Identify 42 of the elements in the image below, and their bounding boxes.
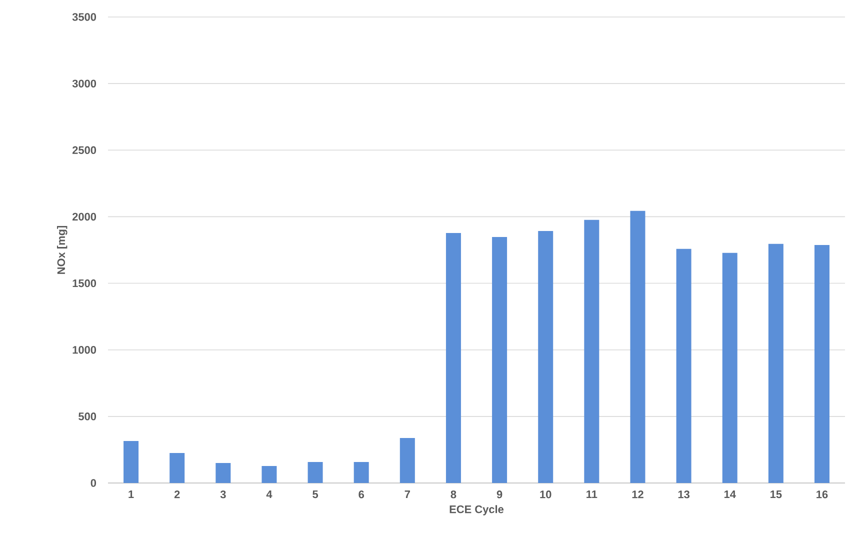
bar xyxy=(262,466,277,483)
x-tick-label: 14 xyxy=(724,490,736,498)
bar xyxy=(124,441,139,483)
bar xyxy=(216,463,231,483)
bar xyxy=(814,244,830,483)
x-tick-label: 5 xyxy=(312,490,318,498)
y-tick-label: 0 xyxy=(90,479,96,487)
x-tick-label: 12 xyxy=(632,490,644,498)
x-tick-label: 6 xyxy=(358,490,364,498)
bar xyxy=(492,236,508,483)
x-tick-label: 15 xyxy=(770,490,782,498)
x-tick-label: 9 xyxy=(496,490,502,498)
bar xyxy=(722,252,738,483)
bar xyxy=(446,232,461,483)
y-tick-label: 500 xyxy=(78,412,96,420)
bar xyxy=(676,248,692,483)
bar xyxy=(538,230,554,483)
x-tick-label: 3 xyxy=(220,490,226,498)
bar xyxy=(308,462,323,483)
bar xyxy=(400,438,415,483)
y-tick-label: 2000 xyxy=(72,212,96,221)
y-tick-label: 3000 xyxy=(72,80,96,88)
x-tick-label: 4 xyxy=(266,490,272,498)
x-tick-label: 1 xyxy=(128,490,134,498)
bar xyxy=(354,462,369,483)
bar xyxy=(170,453,185,483)
y-tick-label: 3500 xyxy=(72,13,96,21)
y-tick-label: 1000 xyxy=(72,346,96,354)
x-tick-label: 16 xyxy=(816,490,828,498)
bar xyxy=(584,220,600,483)
x-tick-label: 7 xyxy=(404,490,410,498)
x-tick-label: 2 xyxy=(174,490,180,498)
y-axis-title: NOx [mg] xyxy=(57,226,68,274)
x-axis-title: ECE Cycle xyxy=(450,505,504,516)
x-tick-label: 8 xyxy=(450,490,456,498)
bar xyxy=(630,210,646,483)
y-tick-label: 2500 xyxy=(72,146,96,154)
x-tick-label: 11 xyxy=(586,490,598,498)
bar xyxy=(768,244,784,483)
y-tick-label: 1500 xyxy=(72,279,96,288)
x-tick-label: 10 xyxy=(540,490,552,498)
x-tick-label: 13 xyxy=(678,490,690,498)
